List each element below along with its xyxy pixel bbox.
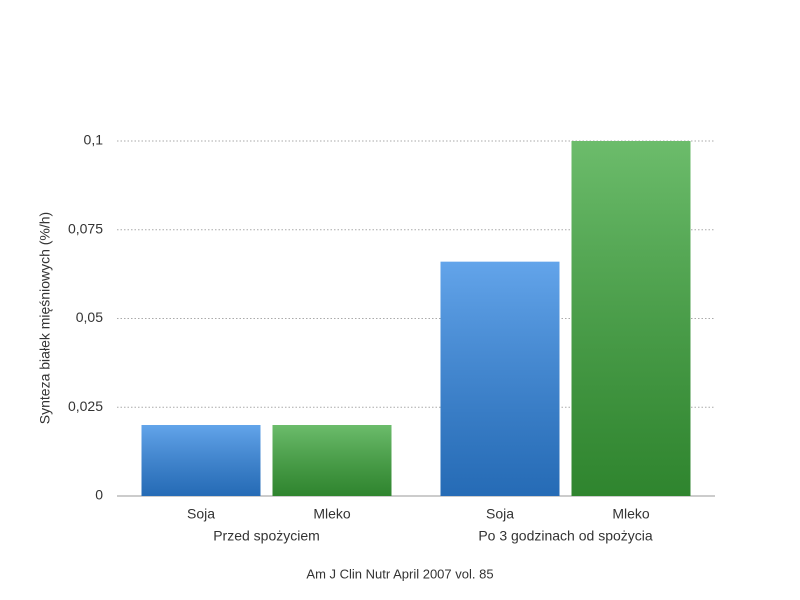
x-tick-label: Po 3 godzinach od spożycia <box>478 528 653 544</box>
y-tick-label: 0,1 <box>84 132 104 148</box>
y-tick-label: 0,075 <box>68 220 103 236</box>
bar <box>571 141 691 496</box>
series-label: Mleko <box>612 506 650 522</box>
series-label: Soja <box>187 506 215 522</box>
bar <box>440 261 560 496</box>
bar <box>141 425 261 496</box>
y-tick-label: 0,025 <box>68 398 103 414</box>
y-tick-label: 0,05 <box>76 309 103 325</box>
y-axis-label: Synteza białek mięśniowych (%/h) <box>37 212 53 424</box>
y-tick-label: 0 <box>95 487 103 503</box>
source-note: Am J Clin Nutr April 2007 vol. 85 <box>306 566 493 581</box>
x-tick-label: Przed spożyciem <box>213 528 320 544</box>
bar <box>272 425 392 496</box>
series-label: Soja <box>486 506 514 522</box>
series-label: Mleko <box>313 506 351 522</box>
